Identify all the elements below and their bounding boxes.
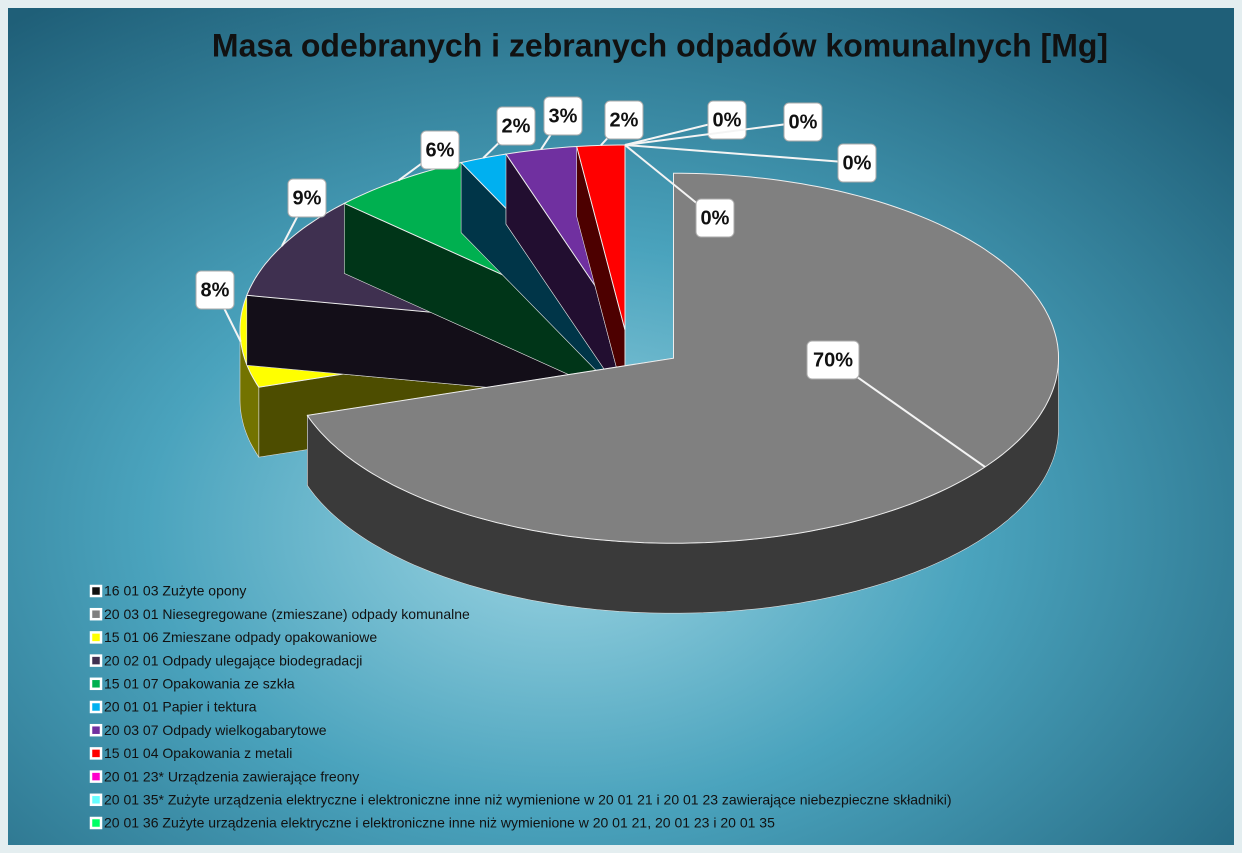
legend-label: 20 03 07 Odpady wielkogabarytowe [104,722,327,738]
legend-marker [89,770,103,783]
slice [306,172,1059,614]
data-label-box [195,270,235,310]
data-label-box [783,102,823,142]
legend-label: 20 01 35* Zużyte urządzenia elektryczne … [104,792,952,808]
data-label: 2% [610,109,639,131]
leader-line [624,121,804,146]
legend-label: 20 01 36 Zużyte urządzenia elektryczne i… [104,815,775,831]
leader-line [832,359,986,468]
legend-label: 15 01 06 Zmieszane odpady opakowaniowe [104,629,377,645]
legend-marker [89,700,103,714]
data-label-box [806,340,860,380]
data-label: 9% [293,187,322,209]
data-label-box [420,130,460,170]
legend-label: 20 02 01 Odpady ulegające biodegradacji [104,652,362,668]
leader-line [624,144,858,164]
legend-marker [89,747,103,760]
legend-label: 20 01 01 Papier i tektura [104,699,257,715]
chart-title: Masa odebranych i zebranych odpadów komu… [212,27,1108,63]
data-label: 70% [813,349,853,371]
data-label: 2% [502,115,531,137]
legend-label: 15 01 04 Opakowania z metali [104,745,292,761]
legend-marker [89,677,103,691]
data-label-box [695,198,735,238]
legend-marker [89,584,103,598]
data-label: 3% [549,105,578,127]
data-label-box [604,100,644,140]
legend-label: 16 01 03 Zużyte opony [104,583,246,599]
legend-marker [89,654,103,667]
data-label: 0% [843,152,872,174]
data-label-box [496,106,536,146]
legend-marker [89,793,103,807]
legend-marker [89,816,103,830]
data-label: 0% [789,111,818,133]
legend-label: 15 01 07 Opakowania ze szkła [104,676,295,692]
legend-marker [89,631,103,644]
slice-top [576,144,626,331]
data-label: 8% [201,279,230,301]
data-label-box [287,178,327,218]
legend-label: 20 01 23* Urządzenia zawierające freony [104,768,359,784]
data-label-box [707,100,747,140]
legend-label: 20 03 01 Niesegregowane (zmieszane) odpa… [104,606,470,622]
data-label: 0% [701,207,730,229]
data-label-box [543,96,583,136]
legend-marker [89,723,103,737]
data-label-box [837,143,877,183]
slice-top [306,172,1059,544]
legend-marker [89,607,103,621]
data-label: 6% [426,139,455,161]
data-label: 0% [713,109,742,131]
